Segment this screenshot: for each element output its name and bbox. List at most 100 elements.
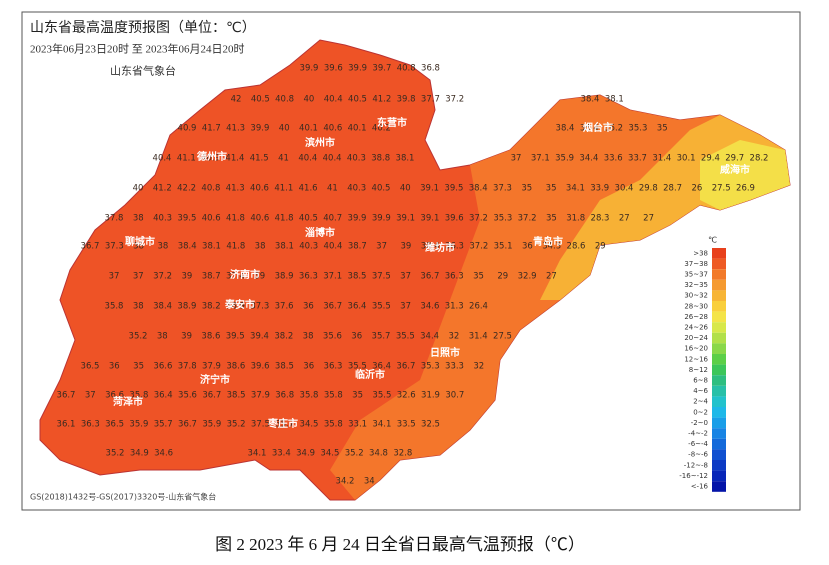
city-label: 东营市 <box>377 116 407 129</box>
temperature-value: 39.9 <box>372 214 391 224</box>
temperature-value: 36.6 <box>105 391 124 401</box>
temperature-value: 40.3 <box>299 242 318 252</box>
temperature-value: 31.9 <box>421 391 440 401</box>
temperature-value: 38.6 <box>201 332 220 342</box>
temperature-value: 34.6 <box>420 302 439 312</box>
temperature-value: 40.4 <box>298 154 317 164</box>
temperature-value: 40 <box>400 184 411 194</box>
temperature-value: 36 <box>303 362 314 372</box>
temperature-value: 32.8 <box>393 449 412 459</box>
temperature-value: 36 <box>109 362 120 372</box>
temperature-value: 41.7 <box>202 124 221 134</box>
temperature-value: 39.9 <box>348 64 367 74</box>
city-label: 临沂市 <box>355 368 385 381</box>
temperature-value: 41.6 <box>299 184 318 194</box>
legend-swatch <box>712 481 726 492</box>
temperature-value: 41.8 <box>226 242 245 252</box>
temperature-value: 36.4 <box>372 362 391 372</box>
legend-swatch <box>712 301 726 312</box>
temperature-value: 39.7 <box>372 64 391 74</box>
temperature-value: 40.4 <box>153 154 172 164</box>
temperature-value: 40.8 <box>397 64 416 74</box>
city-label: 威海市 <box>720 163 750 176</box>
temperature-value: 39 <box>181 332 192 342</box>
temperature-value: 32.5 <box>421 420 440 430</box>
legend-label: 4~6 <box>693 387 708 395</box>
city-label: 枣庄市 <box>267 417 298 430</box>
temperature-value: 40.6 <box>250 214 269 224</box>
city-label: 潍坊市 <box>425 241 455 254</box>
temperature-value: 38.7 <box>202 272 221 282</box>
temperature-value: 37 <box>133 272 144 282</box>
temperature-value: 35 <box>546 184 557 194</box>
temperature-value: 35.5 <box>348 362 367 372</box>
temperature-value: 39.5 <box>444 184 463 194</box>
temperature-value: 40.6 <box>202 214 221 224</box>
temperature-value: 39.1 <box>420 214 439 224</box>
temperature-value: 40.4 <box>323 154 342 164</box>
city-label: 淄博市 <box>305 226 335 239</box>
temperature-value: 35 <box>352 391 363 401</box>
temperature-value: 29.4 <box>701 154 720 164</box>
temperature-value: 38.1 <box>396 154 415 164</box>
legend-swatch <box>712 449 726 460</box>
temperature-value: 38 <box>133 302 144 312</box>
legend-label: 16~20 <box>684 345 708 353</box>
temperature-value: 40.3 <box>153 214 172 224</box>
temperature-value: 38.4 <box>421 242 440 252</box>
temperature-value: 41.3 <box>226 124 245 134</box>
temperature-value: 39.9 <box>250 124 269 134</box>
temperature-value: 37.2 <box>469 214 488 224</box>
value-layer: 39.9 39.6 39.9 39.7 40.8 36.8 42 40.5 40.8 40 40.4… <box>57 64 769 487</box>
temperature-value: 40 <box>133 184 144 194</box>
temperature-value: 26.9 <box>736 184 755 194</box>
temperature-value: 40.5 <box>372 184 391 194</box>
title: 山东省最高温度预报图（单位：℃） <box>30 19 256 36</box>
temperature-value: 35.9 <box>129 420 148 430</box>
temperature-value: 36.7 <box>396 362 415 372</box>
temperature-value: 38.5 <box>275 362 294 372</box>
temperature-value: 40.8 <box>275 95 294 105</box>
temperature-value: 40.5 <box>299 214 318 224</box>
temperature-value: 35 <box>521 184 532 194</box>
temperature-value: 35.3 <box>421 362 440 372</box>
temperature-value: 38.1 <box>202 242 221 252</box>
temperature-value: 34.9 <box>296 449 315 459</box>
temperature-value: 39 <box>400 242 411 252</box>
temperature-value: 36.3 <box>324 362 343 372</box>
temperature-value: 35.8 <box>300 391 319 401</box>
temperature-value: 36.7 <box>178 420 197 430</box>
temperature-value: 38.2 <box>202 302 221 312</box>
temperature-value: 37.7 <box>421 95 440 105</box>
temperature-value: 37 <box>109 272 120 282</box>
temperature-value: 40.4 <box>324 95 343 105</box>
temperature-value: 41.2 <box>372 95 391 105</box>
temperature-value: 39.9 <box>348 214 367 224</box>
temperature-value: 35.8 <box>324 420 343 430</box>
temperature-value: 39.6 <box>324 64 343 74</box>
temperature-value: 27 <box>619 214 630 224</box>
legend-swatch <box>712 385 726 397</box>
temperature-value: 37.2 <box>469 242 488 252</box>
temperature-value: 38.4 <box>178 242 197 252</box>
temperature-value: 40.1 <box>348 124 367 134</box>
temperature-value: 36 <box>522 242 533 252</box>
temperature-value: 35 <box>657 124 668 134</box>
temperature-value: 29 <box>497 272 508 282</box>
temperature-value: 37 <box>400 302 411 312</box>
temperature-value: 38.4 <box>153 302 172 312</box>
city-label: 济宁市 <box>200 373 230 386</box>
temperature-value: 37.1 <box>531 154 550 164</box>
temperature-value: 31.4 <box>652 154 671 164</box>
temperature-value: 35.8 <box>129 391 148 401</box>
legend-swatch <box>712 470 726 482</box>
temperature-value: 42 <box>231 95 242 105</box>
city-label: 菏泽市 <box>113 395 143 408</box>
temperature-value: 40.5 <box>251 95 270 105</box>
temperature-value: 35.2 <box>227 420 246 430</box>
temperature-value: 33.5 <box>397 420 416 430</box>
legend-label: 20~24 <box>684 334 708 342</box>
temperature-value: 35.6 <box>178 391 197 401</box>
temperature-value: 34.4 <box>420 332 439 342</box>
